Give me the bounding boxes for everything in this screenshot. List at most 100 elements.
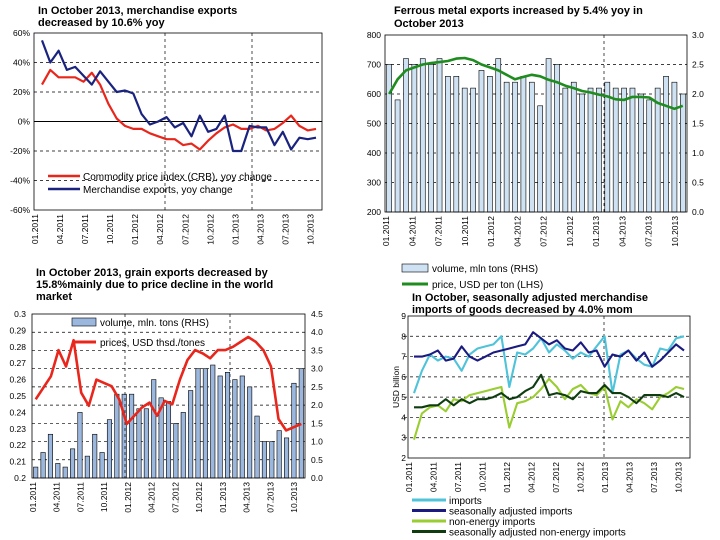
volume-bar: [629, 87, 636, 213]
y-tick-label: 40%: [13, 58, 30, 68]
x-tick-label: 04.2011: [429, 462, 439, 492]
legend-label: imports: [449, 496, 482, 507]
volume-bar: [646, 99, 653, 213]
volume-bar: [587, 87, 594, 213]
volume-bar: [621, 87, 627, 213]
chart-title: Ferrous metal exports increased by 5.4% …: [394, 5, 643, 17]
x-tick-label: 01.2013: [230, 214, 240, 245]
y-left-tick-label: 0.21: [9, 457, 26, 467]
y-left-tick-label: 0.23: [9, 424, 26, 434]
legend-swatch: [71, 317, 97, 327]
y-left-tick-label: 0.22: [9, 440, 26, 450]
y-left-tick-label: 0.28: [9, 342, 26, 352]
x-tick-label: 10.2011: [478, 462, 488, 492]
x-tick-label: 01.2011: [28, 482, 38, 512]
volume-bar: [40, 452, 46, 479]
y-right-tick-label: 3.0: [692, 30, 704, 40]
x-tick-label: 07.2012: [539, 216, 549, 247]
volume-bar: [136, 408, 142, 479]
volume-bar: [114, 393, 120, 479]
chart-title: In October 2013, grain exports decreased…: [36, 267, 269, 279]
x-tick-label: 10.2013: [289, 482, 299, 513]
x-tick-label: 10.2013: [670, 216, 680, 247]
volume-bar: [520, 76, 527, 213]
x-tick-label: 10.2011: [99, 482, 109, 512]
volume-bar: [478, 70, 485, 213]
volume-bar: [33, 466, 39, 479]
volume-bar: [512, 81, 518, 213]
x-tick-label: 01.2013: [600, 462, 610, 493]
x-tick-label: 01.2011: [381, 216, 391, 246]
volume-bar: [470, 87, 476, 213]
chart-title: market: [36, 291, 72, 303]
y-right-tick-label: 2.5: [311, 382, 323, 392]
volume-bar: [562, 87, 569, 213]
volume-bar: [638, 93, 644, 213]
y-left-tick-label: 0.25: [9, 391, 26, 401]
volume-bar: [537, 105, 544, 213]
series-line: [414, 373, 685, 409]
x-tick-label: 07.2011: [75, 482, 85, 512]
volume-bar: [180, 412, 186, 479]
x-tick-label: 07.2011: [453, 462, 463, 492]
volume-bar: [217, 375, 223, 479]
x-tick-label: 07.2013: [265, 482, 275, 513]
y-tick-label: 4: [401, 412, 406, 422]
x-tick-label: 04.2011: [407, 216, 417, 246]
x-tick-label: 04.2013: [617, 216, 627, 247]
volume-bar: [129, 393, 135, 479]
volume-bar: [269, 441, 275, 479]
plot-area: [407, 315, 691, 459]
y-left-tick-label: 500: [367, 119, 381, 129]
x-tick-label: 10.2012: [565, 216, 575, 247]
x-tick-label: 01.2013: [591, 216, 601, 247]
volume-bar: [386, 64, 393, 213]
volume-bar: [428, 64, 434, 213]
volume-bar: [679, 93, 686, 213]
x-tick-label: 04.2013: [242, 482, 252, 513]
chart-title: In October 2013, merchandise exports: [38, 5, 237, 17]
x-tick-label: 07.2012: [180, 214, 190, 245]
volume-bar: [503, 81, 510, 213]
x-tick-label: 04.2011: [55, 214, 65, 244]
y-left-tick-label: 0.3: [14, 309, 26, 319]
volume-bar: [77, 412, 83, 479]
y-tick-label: -40%: [10, 176, 30, 186]
x-tick-label: 04.2013: [625, 462, 635, 493]
x-tick-label: 01.2012: [502, 462, 512, 493]
y-tick-label: -20%: [10, 146, 30, 156]
volume-bar: [210, 364, 216, 479]
y-right-tick-label: 0.0: [692, 207, 704, 217]
volume-bar: [55, 463, 61, 479]
legend-label: volume, mln tons (RHS): [432, 264, 538, 275]
chart-title: decreased by 10.6% yoy: [38, 17, 165, 29]
volume-bar: [596, 87, 602, 213]
volume-bar: [70, 448, 76, 479]
volume-bar: [570, 81, 577, 213]
series-line: [40, 40, 317, 153]
volume-bar: [663, 76, 669, 213]
volume-bar: [143, 408, 149, 479]
x-tick-label: 01.2012: [123, 482, 133, 513]
x-tick-label: 10.2011: [460, 216, 470, 246]
y-left-tick-label: 0.26: [9, 375, 26, 385]
x-tick-label: 10.2013: [305, 214, 315, 245]
volume-bar: [239, 375, 245, 479]
volume-bar: [453, 76, 460, 213]
volume-bar: [195, 368, 201, 479]
y-tick-label: 0%: [18, 117, 31, 127]
volume-bar: [604, 81, 611, 213]
y-right-tick-label: 3.0: [311, 364, 323, 374]
chart-title: October 2013: [394, 18, 464, 30]
x-tick-label: 01.2012: [130, 214, 140, 245]
volume-bar: [106, 419, 112, 479]
x-tick-label: 10.2012: [205, 214, 215, 245]
x-tick-label: 04.2013: [255, 214, 265, 245]
y-tick-label: 5: [401, 392, 406, 402]
volume-bar: [436, 58, 443, 213]
x-tick-label: 04.2012: [147, 482, 157, 513]
y-tick-label: 60%: [13, 28, 30, 38]
series-line: [41, 68, 317, 151]
